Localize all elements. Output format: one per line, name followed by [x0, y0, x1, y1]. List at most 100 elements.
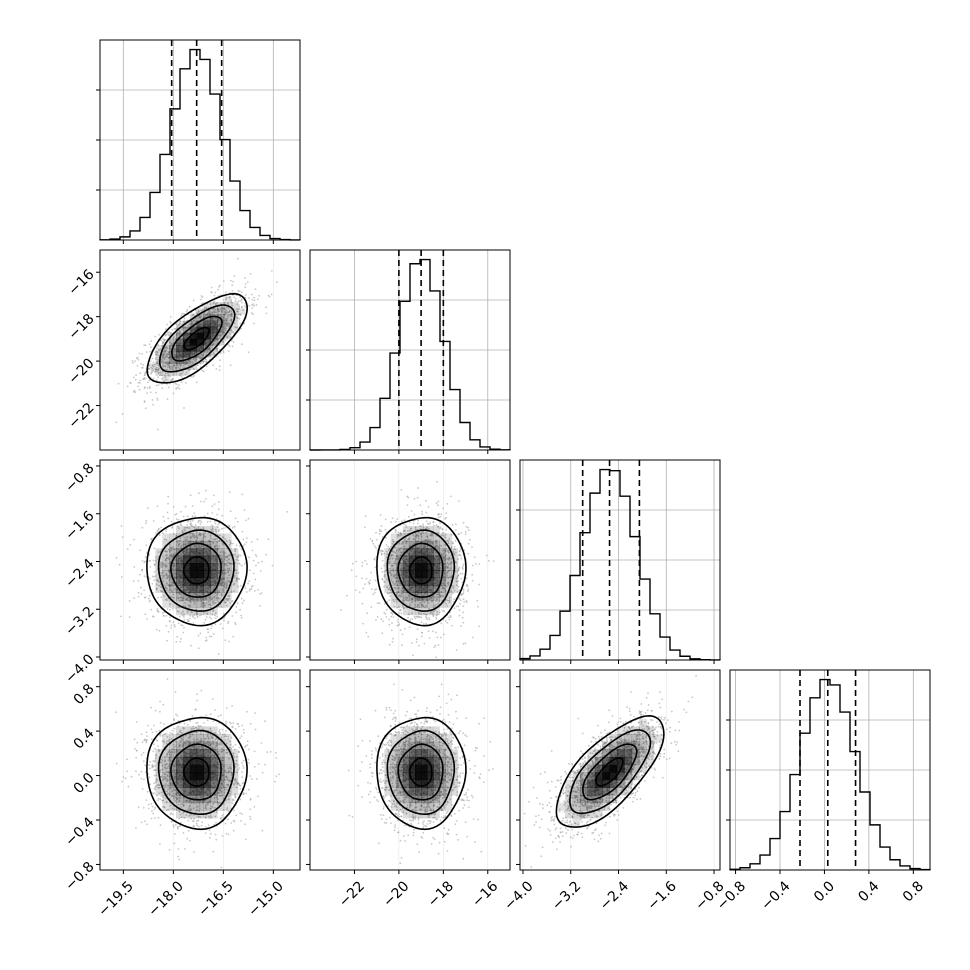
- scatter-point: [153, 563, 156, 565]
- scatter-point: [155, 362, 158, 365]
- scatter-point: [152, 364, 154, 367]
- scatter-point: [222, 326, 225, 329]
- scatter-point: [395, 588, 397, 590]
- scatter-point: [197, 600, 199, 603]
- scatter-point: [244, 286, 247, 289]
- scatter-point: [238, 306, 241, 309]
- scatter-point: [211, 512, 214, 514]
- scatter-point: [234, 621, 237, 624]
- scatter-point: [203, 306, 206, 309]
- scatter-point: [237, 257, 239, 260]
- scatter-point: [451, 624, 453, 627]
- scatter-point: [459, 603, 461, 605]
- scatter-point: [206, 512, 209, 515]
- scatter-point: [205, 361, 207, 363]
- scatter-point: [212, 609, 215, 612]
- scatter-point: [243, 305, 246, 307]
- scatter-point: [192, 319, 195, 322]
- scatter-point: [383, 574, 386, 577]
- scatter-point: [456, 570, 459, 573]
- scatter-point: [237, 571, 240, 574]
- scatter-point: [190, 601, 192, 603]
- scatter-point: [388, 563, 390, 565]
- scatter-point: [177, 384, 180, 386]
- scatter-point: [417, 522, 419, 525]
- scatter-point: [167, 517, 170, 520]
- scatter-point: [156, 608, 159, 610]
- scatter-point: [200, 295, 203, 297]
- density-cell: [169, 533, 177, 542]
- density-cell: [169, 332, 177, 340]
- scatter-point: [120, 525, 123, 527]
- scatter-point: [236, 308, 239, 310]
- density-cell: [196, 314, 204, 321]
- scatter-point: [155, 589, 158, 591]
- scatter-point: [455, 605, 458, 608]
- density-cell: [210, 332, 218, 340]
- scatter-point: [146, 618, 148, 620]
- scatter-point: [133, 566, 136, 568]
- scatter-point: [225, 327, 228, 330]
- scatter-point: [156, 351, 159, 354]
- scatter-point: [457, 558, 460, 561]
- contour-0: [183, 326, 211, 351]
- scatter-point: [340, 609, 342, 611]
- scatter-point: [153, 571, 156, 573]
- scatter-point: [227, 343, 230, 346]
- scatter-point: [436, 596, 438, 598]
- scatter-point: [241, 305, 243, 308]
- scatter-point: [195, 358, 198, 360]
- scatter-point: [407, 529, 409, 532]
- density-cell: [162, 533, 170, 542]
- scatter-point: [157, 528, 160, 531]
- scatter-point: [255, 555, 258, 558]
- scatter-point: [197, 647, 200, 650]
- scatter-point: [225, 581, 228, 583]
- scatter-point: [456, 576, 459, 578]
- scatter-point: [210, 286, 213, 289]
- scatter-point: [167, 584, 170, 586]
- scatter-point: [160, 596, 163, 599]
- scatter-point: [381, 554, 383, 556]
- scatter-point: [412, 522, 415, 525]
- scatter-point: [392, 582, 395, 585]
- scatter-point: [133, 538, 135, 541]
- scatter-point: [154, 353, 157, 356]
- scatter-point: [172, 392, 175, 395]
- scatter-point: [444, 576, 446, 578]
- scatter-point: [453, 545, 456, 548]
- scatter-point: [203, 621, 206, 624]
- density-cell: [210, 338, 218, 346]
- scatter-point: [179, 522, 182, 524]
- scatter-point: [223, 307, 226, 310]
- scatter-point: [445, 533, 447, 536]
- scatter-point: [439, 527, 441, 530]
- scatter-point: [175, 518, 178, 520]
- scatter-point: [178, 333, 181, 336]
- scatter-point: [152, 520, 155, 522]
- scatter-point: [164, 346, 167, 349]
- scatter-point: [446, 561, 449, 564]
- scatter-point: [447, 616, 450, 619]
- scatter-point: [390, 629, 393, 632]
- scatter-point: [164, 565, 167, 568]
- scatter-point: [259, 605, 261, 607]
- scatter-point: [197, 355, 199, 358]
- scatter-point: [375, 619, 377, 621]
- scatter-point: [403, 600, 405, 603]
- scatter-point: [436, 636, 439, 639]
- scatter-point: [395, 549, 398, 552]
- density-cell: [217, 332, 225, 340]
- scatter-point: [210, 537, 213, 540]
- scatter-point: [228, 345, 231, 348]
- scatter-point: [167, 372, 169, 375]
- scatter-point: [389, 546, 392, 548]
- scatter-point: [200, 315, 202, 318]
- scatter-point: [441, 532, 444, 535]
- scatter-point: [439, 636, 442, 639]
- scatter-point: [174, 548, 176, 551]
- scatter-point: [227, 622, 229, 625]
- density-cell: [182, 577, 191, 586]
- scatter-point: [182, 631, 185, 634]
- scatter-point: [453, 598, 455, 601]
